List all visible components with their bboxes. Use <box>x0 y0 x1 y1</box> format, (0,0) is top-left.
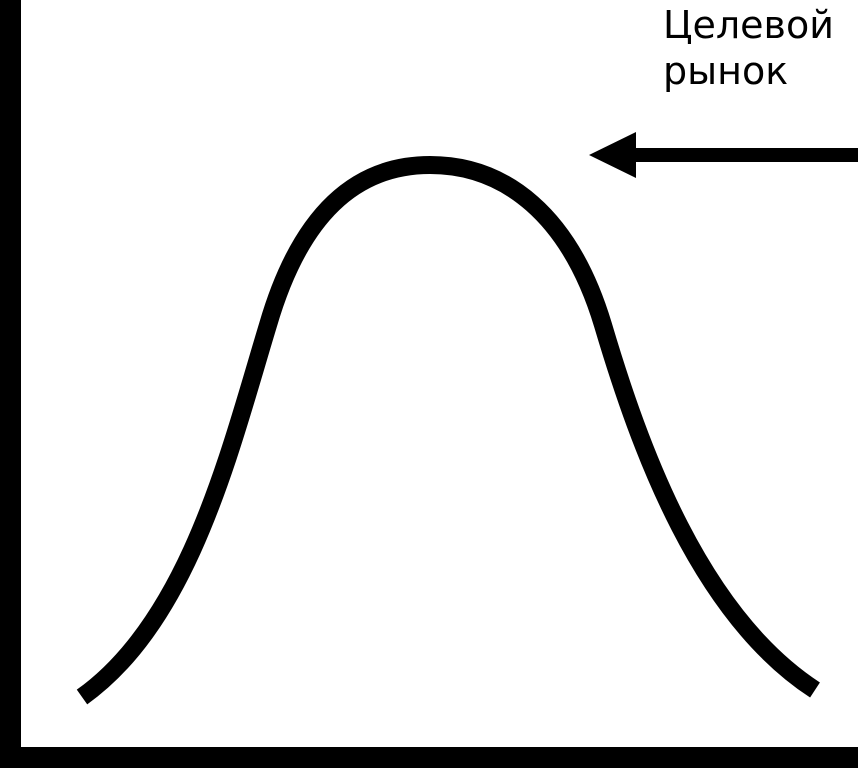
bell-curve <box>76 155 820 705</box>
x-axis-line <box>0 747 858 768</box>
target-market-label-line-2: рынок <box>663 49 789 93</box>
target-market-label: Целевой рынок <box>663 2 858 94</box>
target-market-label-line-1: Целевой <box>663 3 834 47</box>
y-axis-line <box>0 0 21 768</box>
arrow-head-icon <box>589 132 636 178</box>
